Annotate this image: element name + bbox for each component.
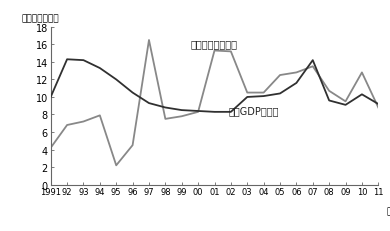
Text: 実質賃金の伸び率: 実質賃金の伸び率 bbox=[191, 39, 238, 49]
Text: （年）: （年） bbox=[386, 207, 390, 216]
Text: （前年比、％）: （前年比、％） bbox=[21, 14, 59, 23]
Text: 実質GDP成長率: 実質GDP成長率 bbox=[229, 106, 279, 116]
